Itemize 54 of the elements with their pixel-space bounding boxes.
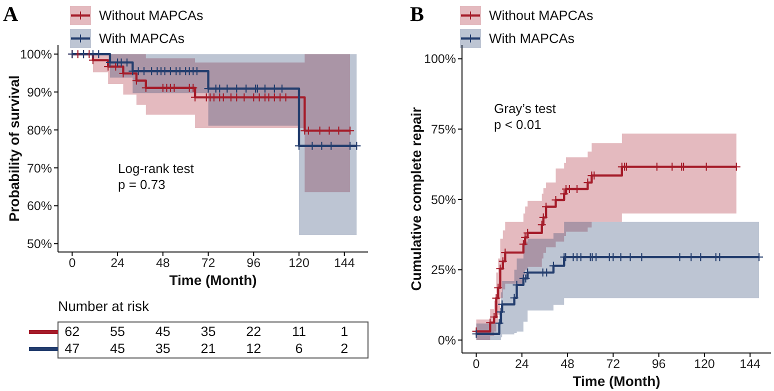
text: 11 (290, 324, 307, 340)
text: 45 (109, 341, 126, 357)
text: 47 (64, 341, 81, 357)
annotation: p = 0.73 (118, 177, 166, 193)
annotation: Gray’s test (494, 101, 556, 117)
y-tick-label: 50% (26, 237, 52, 252)
y-tick-label: 100% (20, 48, 52, 62)
text: 35 (200, 324, 217, 340)
y-tick-label: 50% (430, 192, 456, 207)
x-tick-label: 24 (110, 256, 125, 270)
x-tick-label: 120 (288, 256, 310, 270)
text: 21 (200, 341, 217, 357)
x-tick-label: 144 (740, 356, 761, 371)
text: 55 (109, 324, 126, 340)
y-tick-label: 90% (26, 85, 52, 100)
annotation: p < 0.01 (494, 117, 542, 133)
x-tick-label: 120 (694, 356, 715, 371)
text: 12 (245, 341, 262, 357)
text: 2 (340, 341, 350, 357)
annotation: Log-rank test (118, 161, 194, 177)
y-tick-label: 70% (26, 161, 52, 176)
y-tick-label: 0% (438, 334, 456, 348)
x-tick-label: 144 (334, 256, 355, 270)
x-tick-label: 48 (560, 356, 575, 371)
text: 45 (154, 324, 172, 340)
y-tick-label: 100% (424, 52, 456, 66)
text: 62 (64, 324, 81, 340)
y-tick-label: 25% (430, 263, 456, 278)
chart-title: B (410, 2, 424, 27)
x-axis-title: Time (Month) (572, 373, 662, 389)
y-axis-title: Probability of survival (6, 75, 22, 222)
y-tick-label: 80% (26, 123, 52, 138)
legend-label: Without MAPCAs (99, 8, 204, 23)
y-tick-label: 75% (430, 122, 456, 137)
text: 6 (294, 341, 304, 357)
x-tick-label: 0 (68, 256, 76, 270)
x-tick-label: 48 (156, 256, 170, 270)
y-axis-title: Cumulative complete repair (408, 106, 424, 291)
y-tick-label: 60% (26, 199, 52, 214)
text: 22 (245, 324, 262, 340)
x-tick-label: 0 (472, 356, 480, 371)
text: 1 (340, 324, 350, 340)
chart-title: A (3, 2, 18, 27)
x-tick-label: 24 (514, 356, 529, 371)
x-tick-label: 96 (652, 356, 666, 371)
x-axis-title: Time (Month) (168, 272, 258, 288)
legend-label: With MAPCAs (489, 31, 575, 46)
legend-label: Without MAPCAs (489, 8, 594, 23)
x-tick-label: 72 (606, 356, 620, 371)
legend-label: With MAPCAs (99, 31, 185, 46)
x-tick-label: 96 (246, 256, 261, 270)
x-tick-label: 72 (201, 256, 216, 270)
text: Number at risk (58, 298, 150, 314)
text: 35 (154, 341, 172, 357)
